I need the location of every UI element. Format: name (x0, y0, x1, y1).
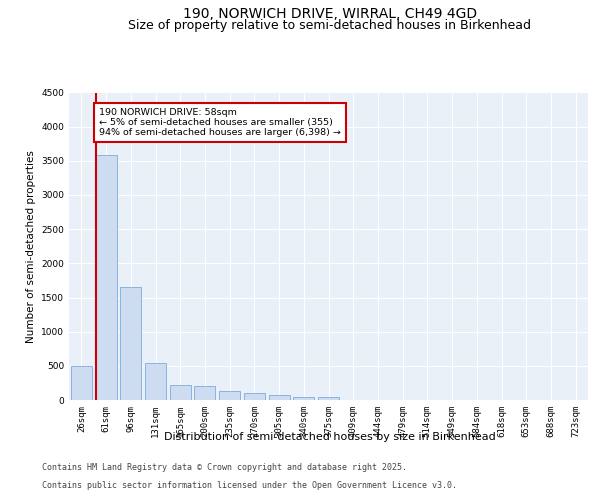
Bar (318, 398, 339, 400)
Y-axis label: Number of semi-detached properties: Number of semi-detached properties (26, 150, 35, 342)
Text: Distribution of semi-detached houses by size in Birkenhead: Distribution of semi-detached houses by … (164, 432, 496, 442)
Bar (145, 363, 166, 400)
Bar (219, 391, 240, 400)
Bar (293, 396, 314, 400)
Bar (244, 393, 265, 400)
Text: Contains public sector information licensed under the Open Government Licence v3: Contains public sector information licen… (42, 481, 457, 490)
Bar (71, 366, 92, 400)
Bar (95, 156, 116, 400)
Text: 190, NORWICH DRIVE, WIRRAL, CH49 4GD: 190, NORWICH DRIVE, WIRRAL, CH49 4GD (183, 8, 477, 22)
Bar (120, 287, 141, 400)
Bar (269, 395, 290, 400)
Text: Size of property relative to semi-detached houses in Birkenhead: Size of property relative to semi-detach… (128, 18, 532, 32)
Text: Contains HM Land Registry data © Crown copyright and database right 2025.: Contains HM Land Registry data © Crown c… (42, 464, 407, 472)
Bar (170, 385, 191, 400)
Bar (194, 386, 215, 400)
Text: 190 NORWICH DRIVE: 58sqm
← 5% of semi-detached houses are smaller (355)
94% of s: 190 NORWICH DRIVE: 58sqm ← 5% of semi-de… (99, 108, 341, 138)
